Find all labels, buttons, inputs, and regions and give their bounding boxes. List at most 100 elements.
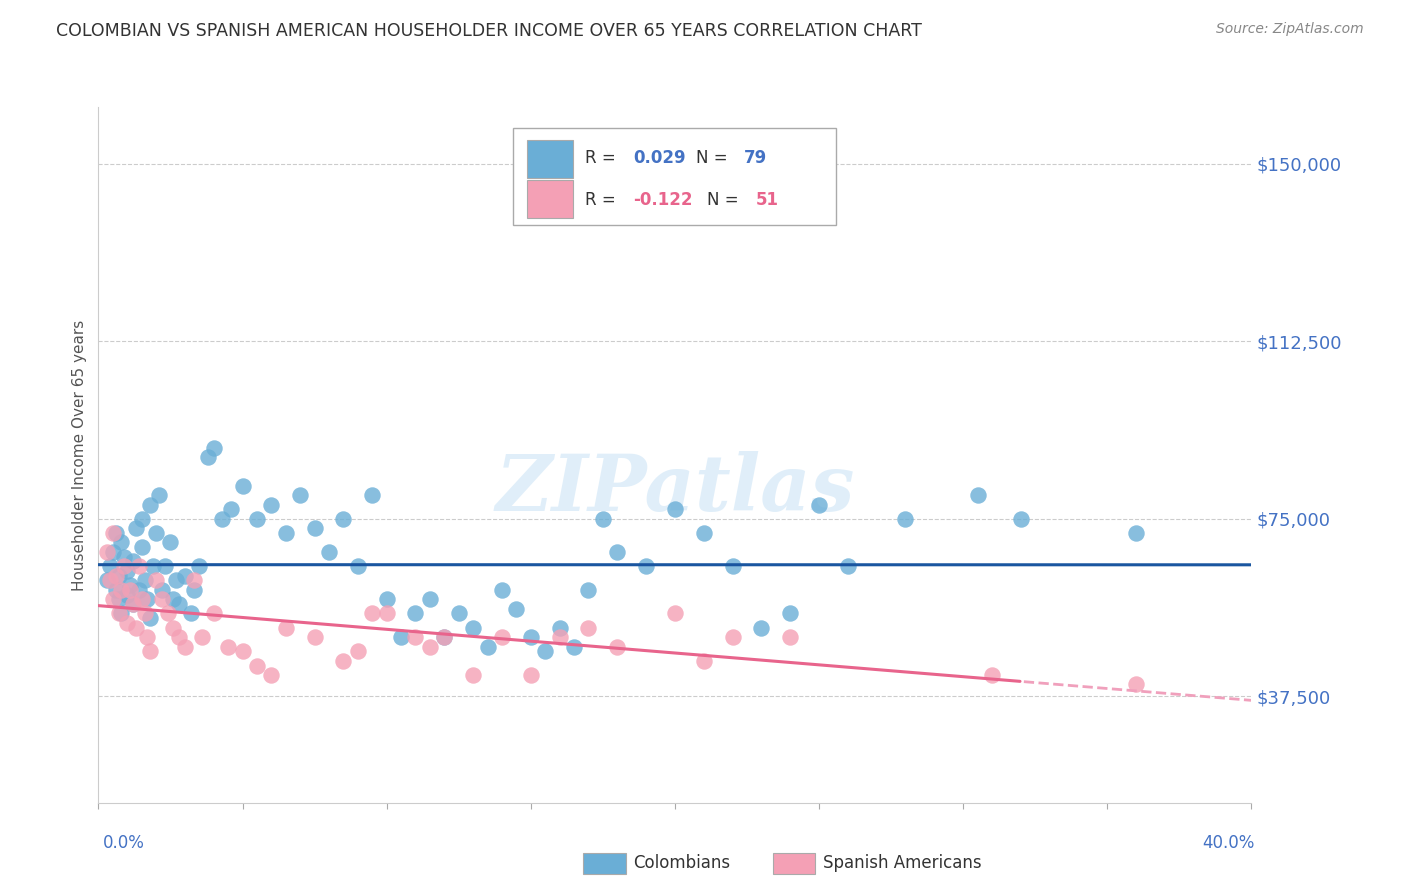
Point — [101, 526, 124, 541]
Point — [162, 621, 184, 635]
Point — [304, 521, 326, 535]
Point — [664, 502, 686, 516]
Point — [361, 607, 384, 621]
Point — [165, 574, 187, 588]
Point — [751, 621, 773, 635]
Point — [477, 640, 499, 654]
Point — [491, 630, 513, 644]
Point — [153, 559, 176, 574]
Point — [125, 621, 148, 635]
Point — [260, 498, 283, 512]
Point — [721, 559, 744, 574]
Point — [636, 559, 658, 574]
Point — [174, 568, 197, 582]
Point — [136, 592, 159, 607]
Point — [197, 450, 219, 465]
Point — [361, 488, 384, 502]
Point — [131, 592, 153, 607]
Point — [101, 545, 124, 559]
Point — [101, 592, 124, 607]
Point — [405, 630, 427, 644]
Point — [217, 640, 239, 654]
Point — [150, 582, 173, 597]
Point — [96, 574, 118, 588]
Point — [375, 592, 398, 607]
Point — [112, 559, 135, 574]
Point — [159, 535, 181, 549]
Point — [1125, 526, 1147, 541]
Point — [664, 607, 686, 621]
Text: -0.122: -0.122 — [633, 191, 693, 209]
Point — [332, 654, 354, 668]
Point — [125, 521, 148, 535]
Point — [142, 559, 165, 574]
Point — [1010, 512, 1032, 526]
Point — [122, 597, 145, 611]
Point — [578, 621, 600, 635]
Point — [1125, 677, 1147, 691]
Point — [112, 549, 135, 564]
Point — [318, 545, 340, 559]
Text: 79: 79 — [744, 149, 768, 167]
Point — [304, 630, 326, 644]
Point — [202, 441, 225, 455]
Point — [156, 607, 179, 621]
Point — [120, 578, 142, 592]
Point — [433, 630, 456, 644]
Point — [231, 644, 254, 658]
Point — [131, 512, 153, 526]
Text: R =: R = — [585, 149, 621, 167]
Point — [180, 607, 202, 621]
Text: COLOMBIAN VS SPANISH AMERICAN HOUSEHOLDER INCOME OVER 65 YEARS CORRELATION CHART: COLOMBIAN VS SPANISH AMERICAN HOUSEHOLDE… — [56, 22, 922, 40]
Point — [104, 568, 127, 582]
Point — [346, 644, 368, 658]
Point — [966, 488, 988, 502]
Point — [174, 640, 197, 654]
Point — [505, 601, 527, 615]
Point — [148, 488, 170, 502]
Point — [191, 630, 214, 644]
Point — [419, 640, 441, 654]
Point — [117, 615, 138, 630]
Point — [139, 644, 162, 658]
Text: N =: N = — [696, 149, 733, 167]
Text: ZIPatlas: ZIPatlas — [495, 451, 855, 528]
Point — [120, 582, 142, 597]
Text: Spanish Americans: Spanish Americans — [823, 855, 981, 872]
Point — [167, 597, 190, 611]
Point — [139, 498, 162, 512]
Point — [389, 630, 412, 644]
Point — [981, 668, 1004, 682]
Point — [145, 574, 167, 588]
Point — [98, 574, 121, 588]
Point — [110, 535, 132, 549]
Point — [134, 574, 156, 588]
Point — [332, 512, 354, 526]
Point — [693, 654, 716, 668]
Point — [405, 607, 427, 621]
Text: N =: N = — [707, 191, 744, 209]
Point — [134, 607, 156, 621]
Point — [150, 592, 173, 607]
Text: Source: ZipAtlas.com: Source: ZipAtlas.com — [1216, 22, 1364, 37]
Y-axis label: Householder Income Over 65 years: Householder Income Over 65 years — [72, 319, 87, 591]
FancyBboxPatch shape — [527, 180, 574, 219]
Point — [145, 526, 167, 541]
Point — [375, 607, 398, 621]
Point — [606, 545, 628, 559]
Point — [520, 630, 543, 644]
Point — [779, 630, 801, 644]
Point — [290, 488, 312, 502]
Point — [807, 498, 830, 512]
Point — [274, 621, 297, 635]
Point — [721, 630, 744, 644]
Point — [433, 630, 456, 644]
Point — [894, 512, 917, 526]
Point — [98, 559, 121, 574]
Point — [231, 478, 254, 492]
Point — [346, 559, 368, 574]
Point — [246, 658, 269, 673]
Point — [260, 668, 283, 682]
Point — [447, 607, 470, 621]
Point — [167, 630, 190, 644]
